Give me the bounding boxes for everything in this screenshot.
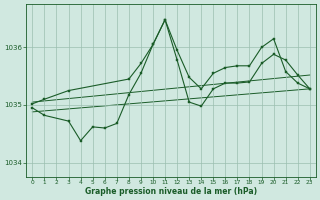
X-axis label: Graphe pression niveau de la mer (hPa): Graphe pression niveau de la mer (hPa) <box>85 187 257 196</box>
